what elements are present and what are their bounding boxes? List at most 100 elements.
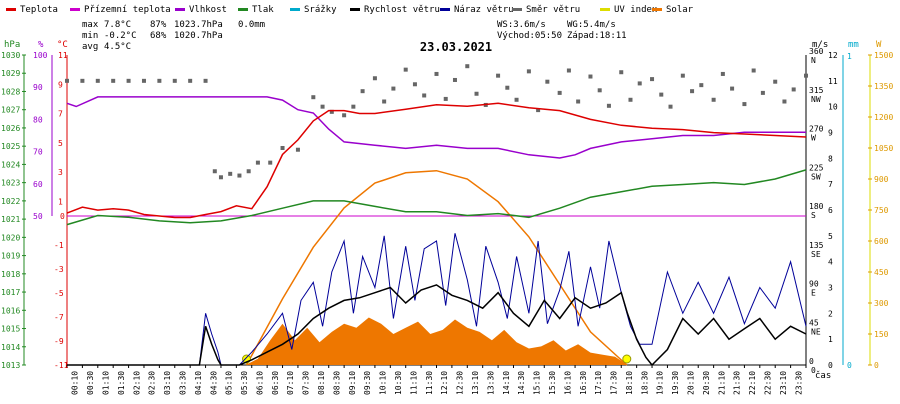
legend-swatch [290,8,300,11]
ms-tick-label: 1 [828,335,833,344]
time-tick-label: 04:30 [209,371,218,395]
temp-lower-tick-label: -11 [54,361,69,370]
unit-w: W [876,40,882,50]
wind-dir-point [659,92,664,97]
stat-sunrise: Východ:05:50 [497,31,562,41]
stat-max-temp: 7.8°C [104,20,131,30]
unit-hpa: hPa [4,40,20,50]
wind-dir-point [773,79,778,84]
time-tick-label: 02:10 [132,371,141,395]
legend-label: Srážky [304,5,337,15]
time-tick-label: 06:10 [255,371,264,395]
dir-tick-label: 180 [809,202,824,211]
wind-dir-point [412,82,417,87]
wind-dir-point [536,108,541,113]
hpa-tick-label: 1028 [1,87,20,96]
time-tick-label: 19:10 [656,371,665,395]
series-layer [65,64,808,367]
unit-pct: % [38,40,44,50]
wind-dir-point [172,78,177,83]
hpa-tick-label: 1030 [1,51,20,60]
wind-dir-point [95,78,100,83]
hpa-tick-label: 1021 [1,215,20,224]
dir-tick-label: 225 [809,163,824,172]
hpa-tick-label: 1016 [1,306,20,315]
w-tick-label: 750 [874,206,889,215]
time-tick-label: 12:10 [440,371,449,395]
time-tick-label: 01:30 [117,371,126,395]
stats-block: max 7.8°C 87% 1023.7hPa 0.0mm min -0.2°C… [82,20,627,52]
hpa-tick-label: 1020 [1,233,20,242]
ms-tick-label: 6 [828,206,833,215]
time-tick-label: 13:30 [486,371,495,395]
wind-dir-point [382,99,387,104]
hpa-tick-label: 1024 [1,160,20,169]
temperature-line [66,102,807,219]
stat-sunset: Západ:18:11 [567,31,627,41]
wind-dir-point [699,83,704,88]
ms-tick-label: 10 [828,103,838,112]
legend-swatch [238,8,248,11]
temp-lower-tick-label: -7 [54,313,64,322]
legend-label: Teplota [20,5,58,15]
temp-tick-label: 9 [58,80,63,89]
time-tick-label: 16:30 [579,371,588,395]
wind-dir-point [246,169,251,174]
time-tick-label: 13:10 [471,371,480,395]
temp-lower-tick-label: -3 [54,265,64,274]
wind-dir-point [791,87,796,92]
ms-tick-label: 3 [828,284,833,293]
wind-dir-point [212,169,217,174]
hpa-tick-label: 1018 [1,270,20,279]
dir-tick-dirlabel: E [811,289,816,298]
wind-dir-point [452,77,457,82]
legend-swatch [175,8,185,11]
solar-area [245,317,628,365]
time-tick-label: 10:30 [394,371,403,395]
time-tick-label: 07:30 [302,371,311,395]
time-tick-label: 02:30 [148,371,157,395]
chart-title: 23.03.2021 [420,40,492,54]
legend-label: Solar [666,5,694,15]
time-tick-label: 18:10 [625,371,634,395]
stat-max-label: max [82,20,99,30]
time-tick-label: 11:10 [409,371,418,395]
wind-dir-point [342,113,347,118]
ms-tick-label: 7 [828,180,833,189]
wind-dir-point [557,90,562,95]
legend-swatch [652,8,662,11]
wind-dir-point [434,71,439,76]
wind-dir-point [526,69,531,74]
wind-dir-point [505,85,510,90]
dir-tick-label: 0 [809,357,814,366]
tick-labels: 1030102910281027102610251024102310221021… [1,47,893,395]
stat-ws: WS:3.6m/s [497,20,546,30]
wind-dir-point [711,97,716,102]
ms-tick-label: 2 [828,309,833,318]
wind-dir-point [218,175,223,180]
stat-max-press: 1023.7hPa [174,20,223,30]
ms-tick-label: 9 [828,129,833,138]
unit-ms: m/s [812,40,828,50]
wind-dir-point [126,78,131,83]
time-tick-label: 20:30 [702,371,711,395]
wind-speed-line [67,284,807,367]
wind-dir-points [65,64,808,180]
w-tick-label: 1350 [874,82,893,91]
x-axis-label: čas [815,370,831,381]
pressure-line [66,169,807,226]
hpa-tick-label: 1029 [1,69,20,78]
w-tick-label: 1050 [874,144,893,153]
temp-tick-label: 3 [58,168,63,177]
w-tick-label: 600 [874,237,889,246]
dir-tick-dirlabel: W [811,134,816,143]
dir-tick-dirlabel: S [811,211,816,220]
time-tick-label: 23:30 [794,371,803,395]
time-tick-label: 09:10 [348,371,357,395]
time-tick-label: 07:10 [286,371,295,395]
hum-tick-label: 70 [33,148,43,157]
time-tick-label: 17:10 [594,371,603,395]
dir-tick-label: 315 [809,86,824,95]
ms-tick-label: 5 [828,232,833,241]
